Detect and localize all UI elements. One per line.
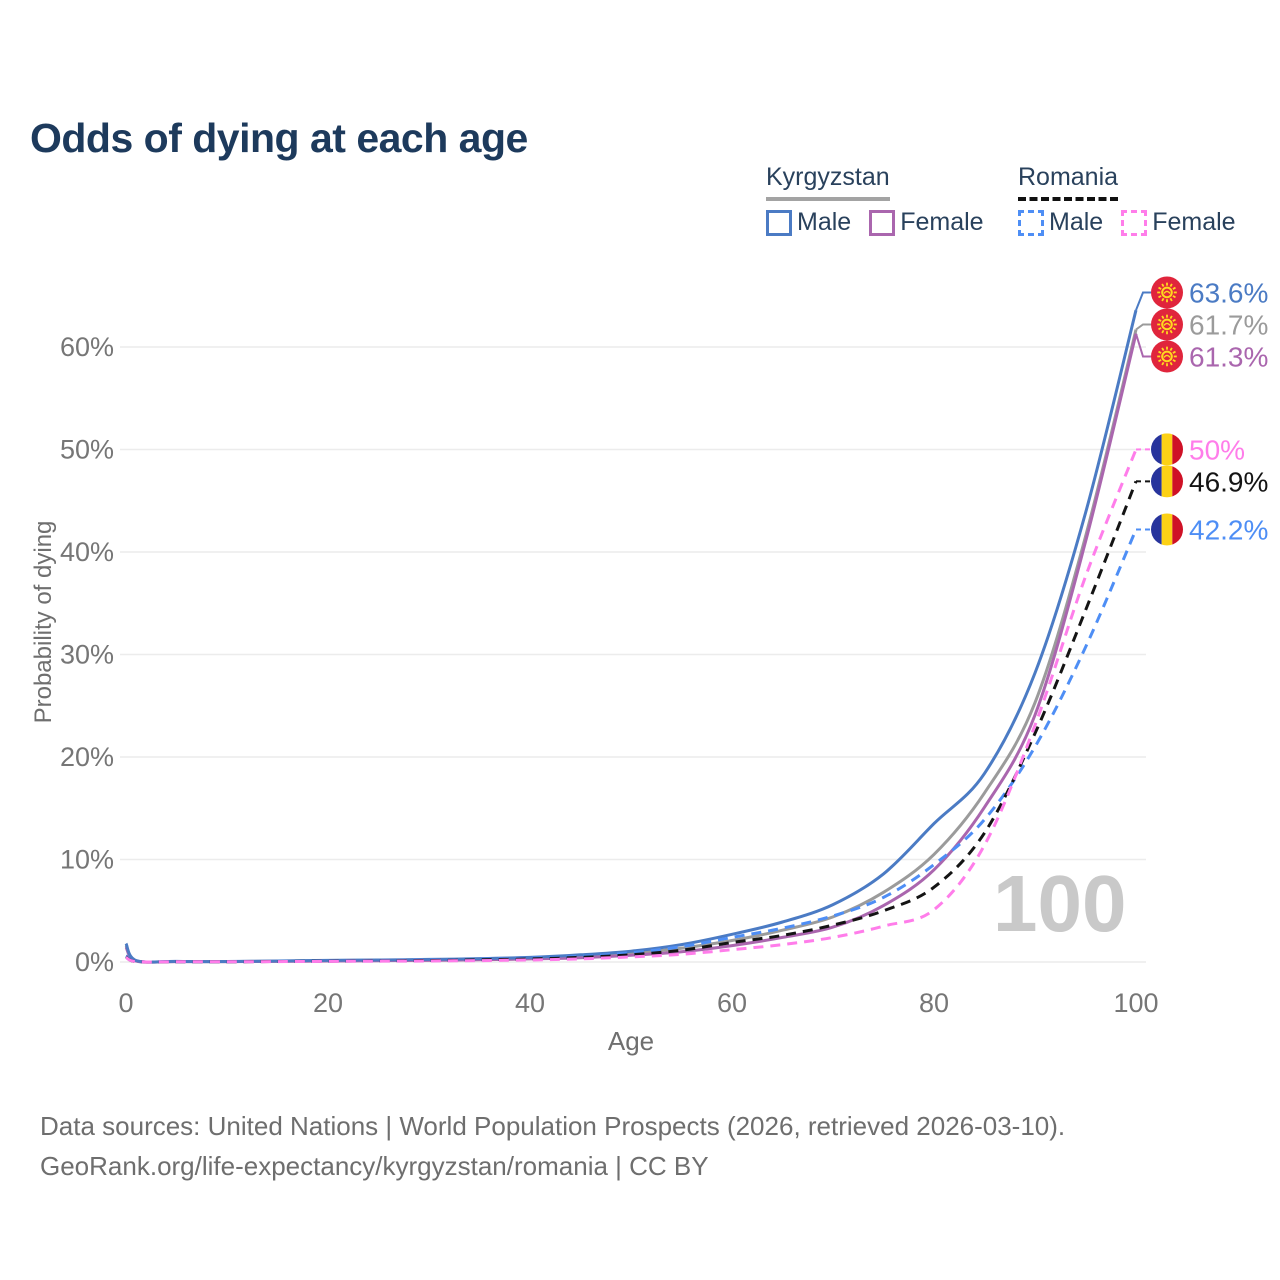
series-line-romania-male xyxy=(125,528,1138,964)
end-label-kyrgyzstan-female: 61.3% xyxy=(1189,341,1268,372)
legend-group-kyrgyzstan: Kyrgyzstan Male Female xyxy=(766,163,1002,237)
legend-item-kyrgyzstan-male[interactable]: Male xyxy=(766,208,851,237)
end-label-romania-both: 46.9% xyxy=(1189,466,1268,497)
y-tick-30%: 30% xyxy=(60,640,114,670)
end-label-kyrgyzstan-both: 61.7% xyxy=(1189,309,1268,340)
series-line-kyrgyzstan-male xyxy=(124,309,1138,964)
legend-swatch-kyrgyzstan-male-icon xyxy=(766,209,792,236)
y-tick-20%: 20% xyxy=(60,742,114,772)
legend-group-romania: Romania Male Female xyxy=(1018,163,1254,237)
legend-label-kyrgyzstan-female: Female xyxy=(900,208,984,236)
legend-label-romania-male: Male xyxy=(1049,208,1104,236)
axis-ticks: 0% 10% 20% 30% 40% 50% 60% 0 20 40 60 80 100 xyxy=(60,332,1159,1018)
series-line-kyrgyzstan-female xyxy=(124,333,1138,964)
legend-item-kyrgyzstan-female[interactable]: Female xyxy=(869,208,984,237)
mortality-line-chart: 0%10%20%30%40%50%60%0 20 40 60 80 100 63.6%61… xyxy=(60,276,1268,1018)
leader-line-kyrgyzstan-female xyxy=(1135,333,1151,358)
series-lines xyxy=(124,309,1138,964)
footer: Data sources: United Nations | World Pop… xyxy=(40,1106,1065,1186)
series-line-kyrgyzstan-both xyxy=(124,329,1138,964)
page-title: Odds of dying at each age xyxy=(30,115,528,162)
x-tick-60: 60 xyxy=(717,988,747,1018)
y-tick-0%: 0% xyxy=(75,947,114,977)
leader-line-kyrgyzstan-both xyxy=(1135,323,1151,331)
end-label-kyrgyzstan-male: 63.6% xyxy=(1189,277,1268,308)
flag-icon-romania xyxy=(1151,465,1183,498)
x-axis-title: Age xyxy=(607,1026,655,1056)
legend-country-kyrgyzstan: Kyrgyzstan xyxy=(766,163,890,201)
legend-item-romania-female[interactable]: Female xyxy=(1121,208,1236,237)
x-tick-40: 40 xyxy=(515,988,545,1018)
y-tick-10%: 10% xyxy=(60,845,114,875)
end-labels: 63.6%61.7%61.3% 50%46.9% 42.2% xyxy=(1135,276,1268,546)
y-tick-60%: 60% xyxy=(60,332,114,362)
x-tick-0: 0 xyxy=(118,988,133,1018)
gridlines xyxy=(120,346,1146,963)
end-label-romania-female: 50% xyxy=(1189,434,1245,465)
x-tick-20: 20 xyxy=(313,988,343,1018)
y-tick-40%: 40% xyxy=(60,537,114,567)
legend-item-romania-male[interactable]: Male xyxy=(1018,208,1103,237)
legend-swatch-romania-male-icon xyxy=(1018,209,1044,236)
legend-items-kyrgyzstan: Male Female xyxy=(766,208,1002,237)
legend-country-romania: Romania xyxy=(1018,163,1119,201)
leader-line-kyrgyzstan-male xyxy=(1135,291,1151,311)
legend-swatch-kyrgyzstan-female-icon xyxy=(869,209,896,236)
flag-icon-kyrgyzstan xyxy=(1151,308,1183,341)
footer-data-sources: Data sources: United Nations | World Pop… xyxy=(40,1111,1066,1141)
legend-items-romania: Male Female xyxy=(1018,208,1254,237)
x-tick-80: 80 xyxy=(919,988,949,1018)
age-watermark: 100 xyxy=(993,859,1127,948)
series-line-romania-both xyxy=(125,480,1138,964)
footer-attribution-link[interactable]: GeoRank.org/life-expectancy/kyrgyzstan/r… xyxy=(40,1151,709,1181)
flag-icon-kyrgyzstan xyxy=(1151,276,1183,309)
legend-label-kyrgyzstan-male: Male xyxy=(797,208,852,236)
y-axis-title: Probability of dying xyxy=(30,520,57,724)
legend-label-romania-female: Female xyxy=(1152,208,1236,236)
x-tick-100: 100 xyxy=(1113,988,1158,1018)
flag-icon-romania xyxy=(1151,513,1183,546)
series-line-romania-female xyxy=(125,448,1138,964)
flag-icon-romania xyxy=(1151,433,1183,466)
flag-icon-kyrgyzstan xyxy=(1151,340,1183,373)
y-tick-50%: 50% xyxy=(60,435,114,465)
end-label-romania-male: 42.2% xyxy=(1189,514,1268,545)
legend-swatch-romania-female-icon xyxy=(1121,209,1148,236)
